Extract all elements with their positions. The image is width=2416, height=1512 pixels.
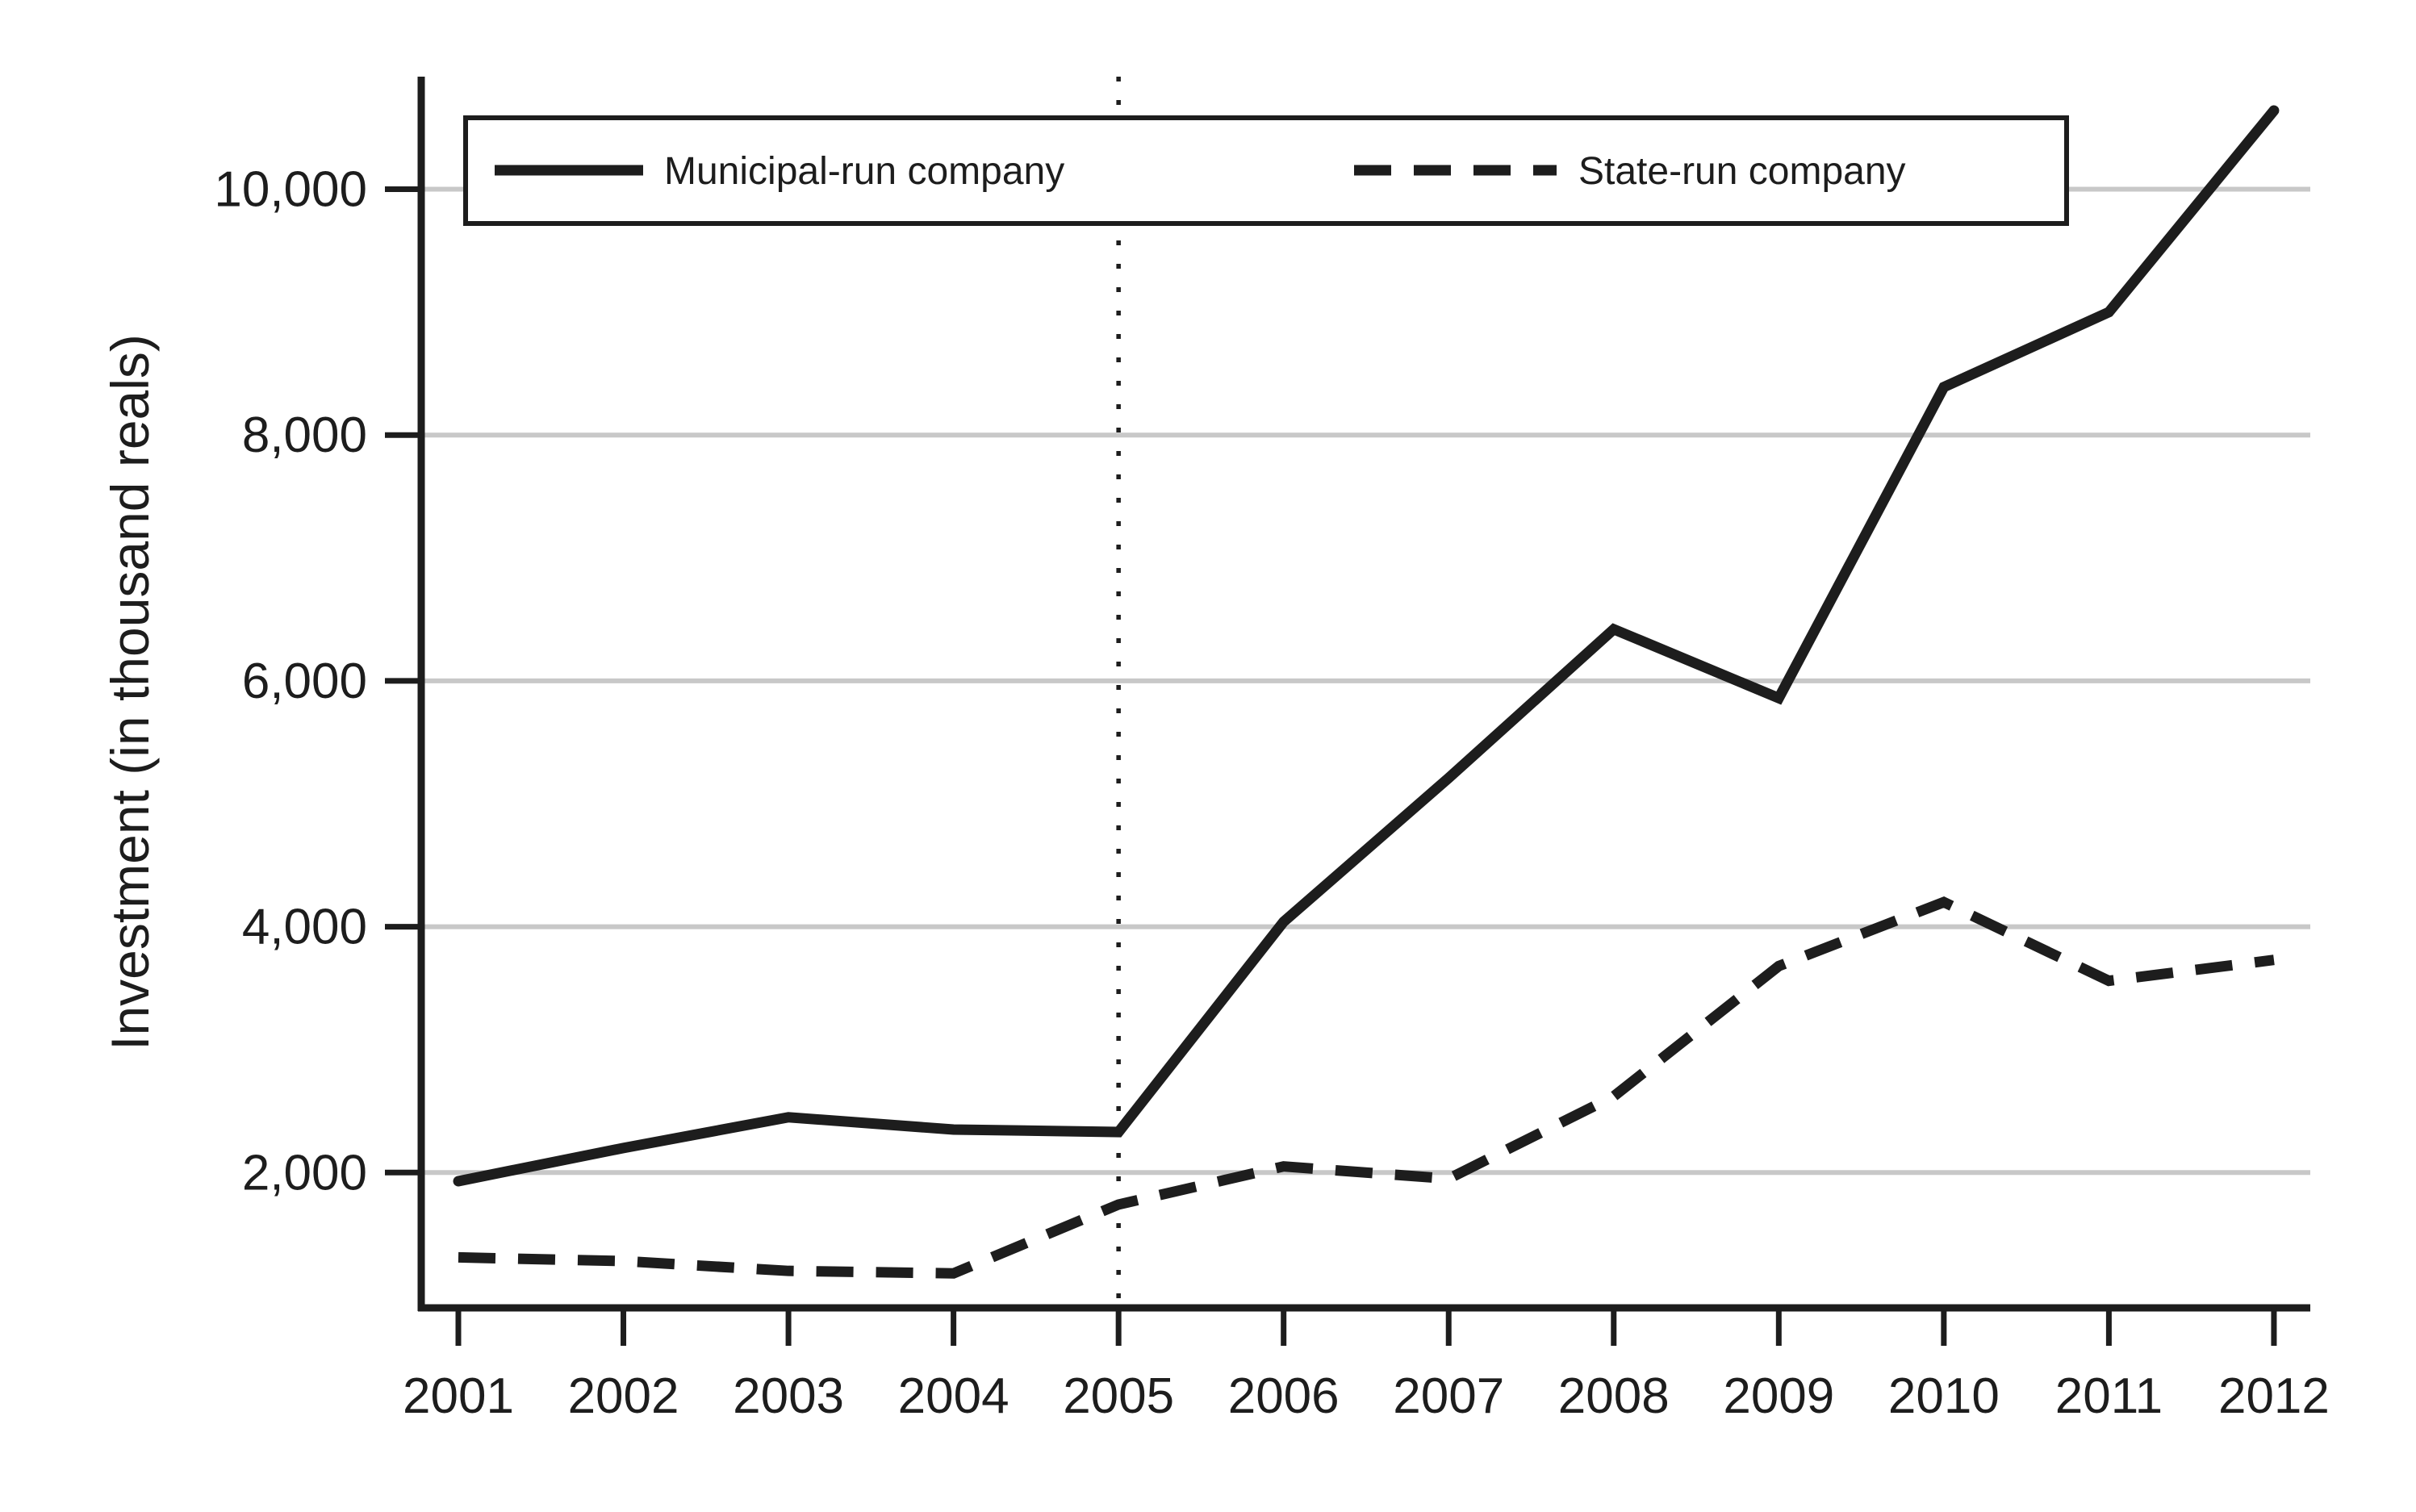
data-series-lines: [453, 105, 2280, 1279]
x-tick-label-2005: 2005: [1063, 1368, 1174, 1424]
axes: [417, 77, 2310, 1312]
y-axis-ticks: [385, 186, 421, 1176]
series-line-state-run-company: [458, 896, 2275, 1279]
y-tick-label-2000: 2,000: [242, 1145, 367, 1201]
x-tick-label-2001: 2001: [403, 1368, 514, 1424]
legend-label-municipal: Municipal-run company: [664, 150, 1064, 193]
x-tick-label-2004: 2004: [898, 1368, 1009, 1424]
x-axis-ticks: [455, 1308, 2277, 1346]
legend-label-state: State-run company: [1578, 150, 1906, 193]
y-tick-label-6000: 6,000: [242, 654, 367, 709]
y-axis-title: Investment (in thousand reals): [100, 334, 160, 1050]
gridlines: [421, 186, 2310, 1176]
x-tick-label-2011: 2011: [2055, 1368, 2163, 1424]
x-tick-label-2006: 2006: [1228, 1368, 1340, 1424]
y-tick-label-10000: 10,000: [214, 162, 367, 218]
y-tick-label-4000: 4,000: [242, 900, 367, 955]
x-tick-label-2008: 2008: [1558, 1368, 1670, 1424]
x-tick-label-2007: 2007: [1393, 1368, 1504, 1424]
x-tick-label-2009: 2009: [1723, 1368, 1834, 1424]
legend: Municipal-run company State-run company: [463, 115, 2069, 226]
x-tick-label-2002: 2002: [568, 1368, 679, 1424]
x-tick-label-2003: 2003: [733, 1368, 844, 1424]
legend-frame: [463, 115, 2069, 226]
x-axis-tick-labels: 2001 2002 2003 2004 2005 2006 2007 2008 2009 2010…: [403, 1368, 2330, 1424]
y-axis-tick-labels: 2,000 4,000 6,000 8,000 10,000: [214, 162, 367, 1201]
x-tick-label-2012: 2012: [2218, 1368, 2330, 1424]
x-tick-label-2010: 2010: [1888, 1368, 2000, 1424]
series-line-municipal-run-company: [453, 105, 2280, 1187]
y-tick-label-8000: 8,000: [242, 407, 367, 463]
